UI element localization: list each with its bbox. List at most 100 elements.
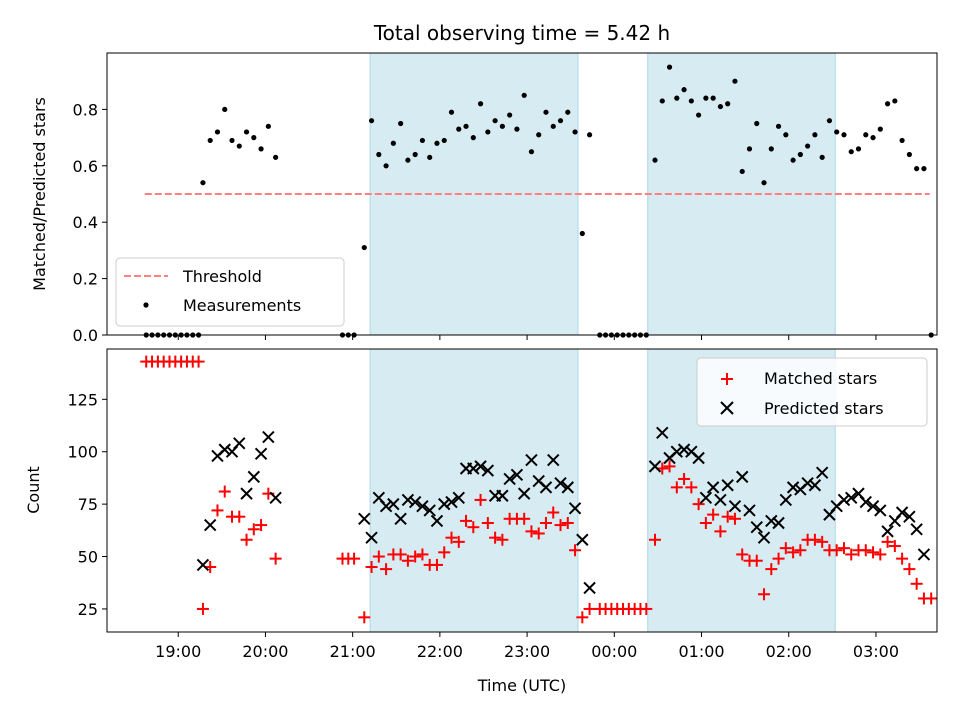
count-x-axis: 19:00 20:00 21:00 22:00 23:00 00:00 01:00 02:00… (155, 632, 899, 661)
predicted-star-point (670, 445, 684, 458)
predicted-star-point (394, 512, 407, 526)
legend-matched-swatch (721, 373, 733, 385)
measurement-point (666, 64, 673, 70)
measurement-point (848, 149, 854, 155)
count-x-tick-label: 01:00 (678, 642, 724, 661)
matched-star-point (728, 512, 741, 525)
matched-star-point (211, 504, 224, 517)
matched-star-point (663, 460, 676, 473)
matched-star-point (736, 548, 749, 561)
predicted-star-point (539, 481, 553, 494)
matched-star-point (452, 535, 465, 548)
predicted-star-point (874, 504, 887, 517)
matched-star-point (925, 592, 938, 605)
predicted-star-point (430, 514, 444, 528)
measurement-point (834, 129, 840, 135)
measurement-point (892, 98, 898, 104)
measurement-point (448, 109, 455, 115)
ratio-y-tick-label: 0.8 (73, 100, 98, 119)
matched-star-point (699, 516, 712, 529)
matched-star-point (380, 563, 393, 576)
legend-threshold-label: Threshold (182, 267, 262, 286)
matched-star-point (467, 521, 480, 534)
measurement-point (470, 135, 476, 141)
measurement-point (921, 166, 927, 172)
measurement-point (659, 98, 665, 104)
predicted-star-point (692, 451, 705, 465)
measurement-point (899, 137, 905, 144)
predicted-star-point (583, 581, 596, 595)
matched-star-point (240, 533, 253, 546)
matched-star-point (896, 552, 909, 565)
measurement-point (507, 112, 513, 118)
count-x-tick-label: 03:00 (853, 642, 899, 661)
count-x-tick-label: 02:00 (766, 642, 812, 661)
measurement-point (739, 168, 745, 175)
predicted-star-point (401, 493, 415, 507)
matched-star-point (394, 548, 407, 561)
matched-star-point (888, 540, 901, 553)
predicted-star-point (423, 504, 436, 517)
matched-star-point (714, 525, 727, 538)
measurement-point (674, 95, 680, 101)
predicted-stars-series (196, 426, 931, 595)
measurement-point (376, 151, 382, 158)
matched-star-point (358, 611, 371, 624)
matched-star-point (867, 546, 880, 559)
measurement-point (273, 154, 279, 160)
matched-star-point (685, 481, 698, 494)
measurement-point (790, 157, 796, 163)
predicted-star-point (808, 479, 822, 492)
predicted-star-point (438, 497, 451, 511)
measurement-point (368, 118, 375, 124)
predicted-star-point (196, 558, 210, 572)
predicted-star-point (728, 500, 742, 513)
measurement-point (884, 101, 891, 107)
measurement-point (572, 129, 578, 135)
ratio-legend: Threshold Measurements (115, 257, 345, 327)
measurement-point (805, 143, 811, 149)
predicted-star-point (714, 493, 727, 507)
matched-star-point (372, 550, 385, 563)
measurement-point (826, 118, 833, 124)
predicted-star-point (481, 464, 495, 477)
predicted-star-point (496, 489, 509, 502)
matched-star-point (830, 544, 843, 557)
legend-predicted-label: Predicted stars (764, 399, 884, 418)
measurement-point (725, 101, 731, 107)
matched-star-point (910, 577, 923, 590)
measurement-point (557, 118, 564, 124)
ratio-panel: 0.0 0.2 0.4 0.6 0.8 Total observing time = 5… (30, 21, 938, 345)
predicted-star-point (517, 487, 531, 500)
measurement-point (863, 132, 869, 138)
measurement-point (783, 132, 789, 138)
predicted-star-point (910, 523, 923, 536)
measurement-point (768, 146, 774, 152)
chart-title: Total observing time = 5.42 h (373, 21, 670, 45)
predicted-star-point (547, 453, 560, 467)
measurement-point (456, 126, 462, 132)
measurement-point (405, 157, 411, 163)
predicted-star-point (917, 548, 931, 561)
matched-star-point (539, 516, 552, 529)
predicted-star-point (233, 437, 246, 450)
matched-star-point (808, 533, 821, 546)
matched-star-point (837, 542, 850, 555)
measurement-point (463, 123, 469, 129)
predicted-star-point (262, 430, 275, 444)
measurement-point (222, 106, 228, 112)
matched-star-point (561, 516, 574, 529)
matched-stars-series (140, 355, 938, 624)
matched-star-point (496, 533, 509, 546)
matched-star-point (787, 546, 800, 559)
measurement-point (870, 135, 876, 141)
count-y-axis-label: Count (24, 466, 43, 514)
count-x-tick-label: 21:00 (330, 642, 376, 661)
predicted-star-point (648, 460, 662, 473)
predicted-star-point (881, 525, 894, 538)
matched-star-point (576, 611, 589, 624)
predicted-star-point (240, 487, 253, 500)
matched-star-point (772, 552, 785, 565)
predicted-star-point (416, 500, 429, 513)
predicted-star-point (656, 426, 669, 440)
